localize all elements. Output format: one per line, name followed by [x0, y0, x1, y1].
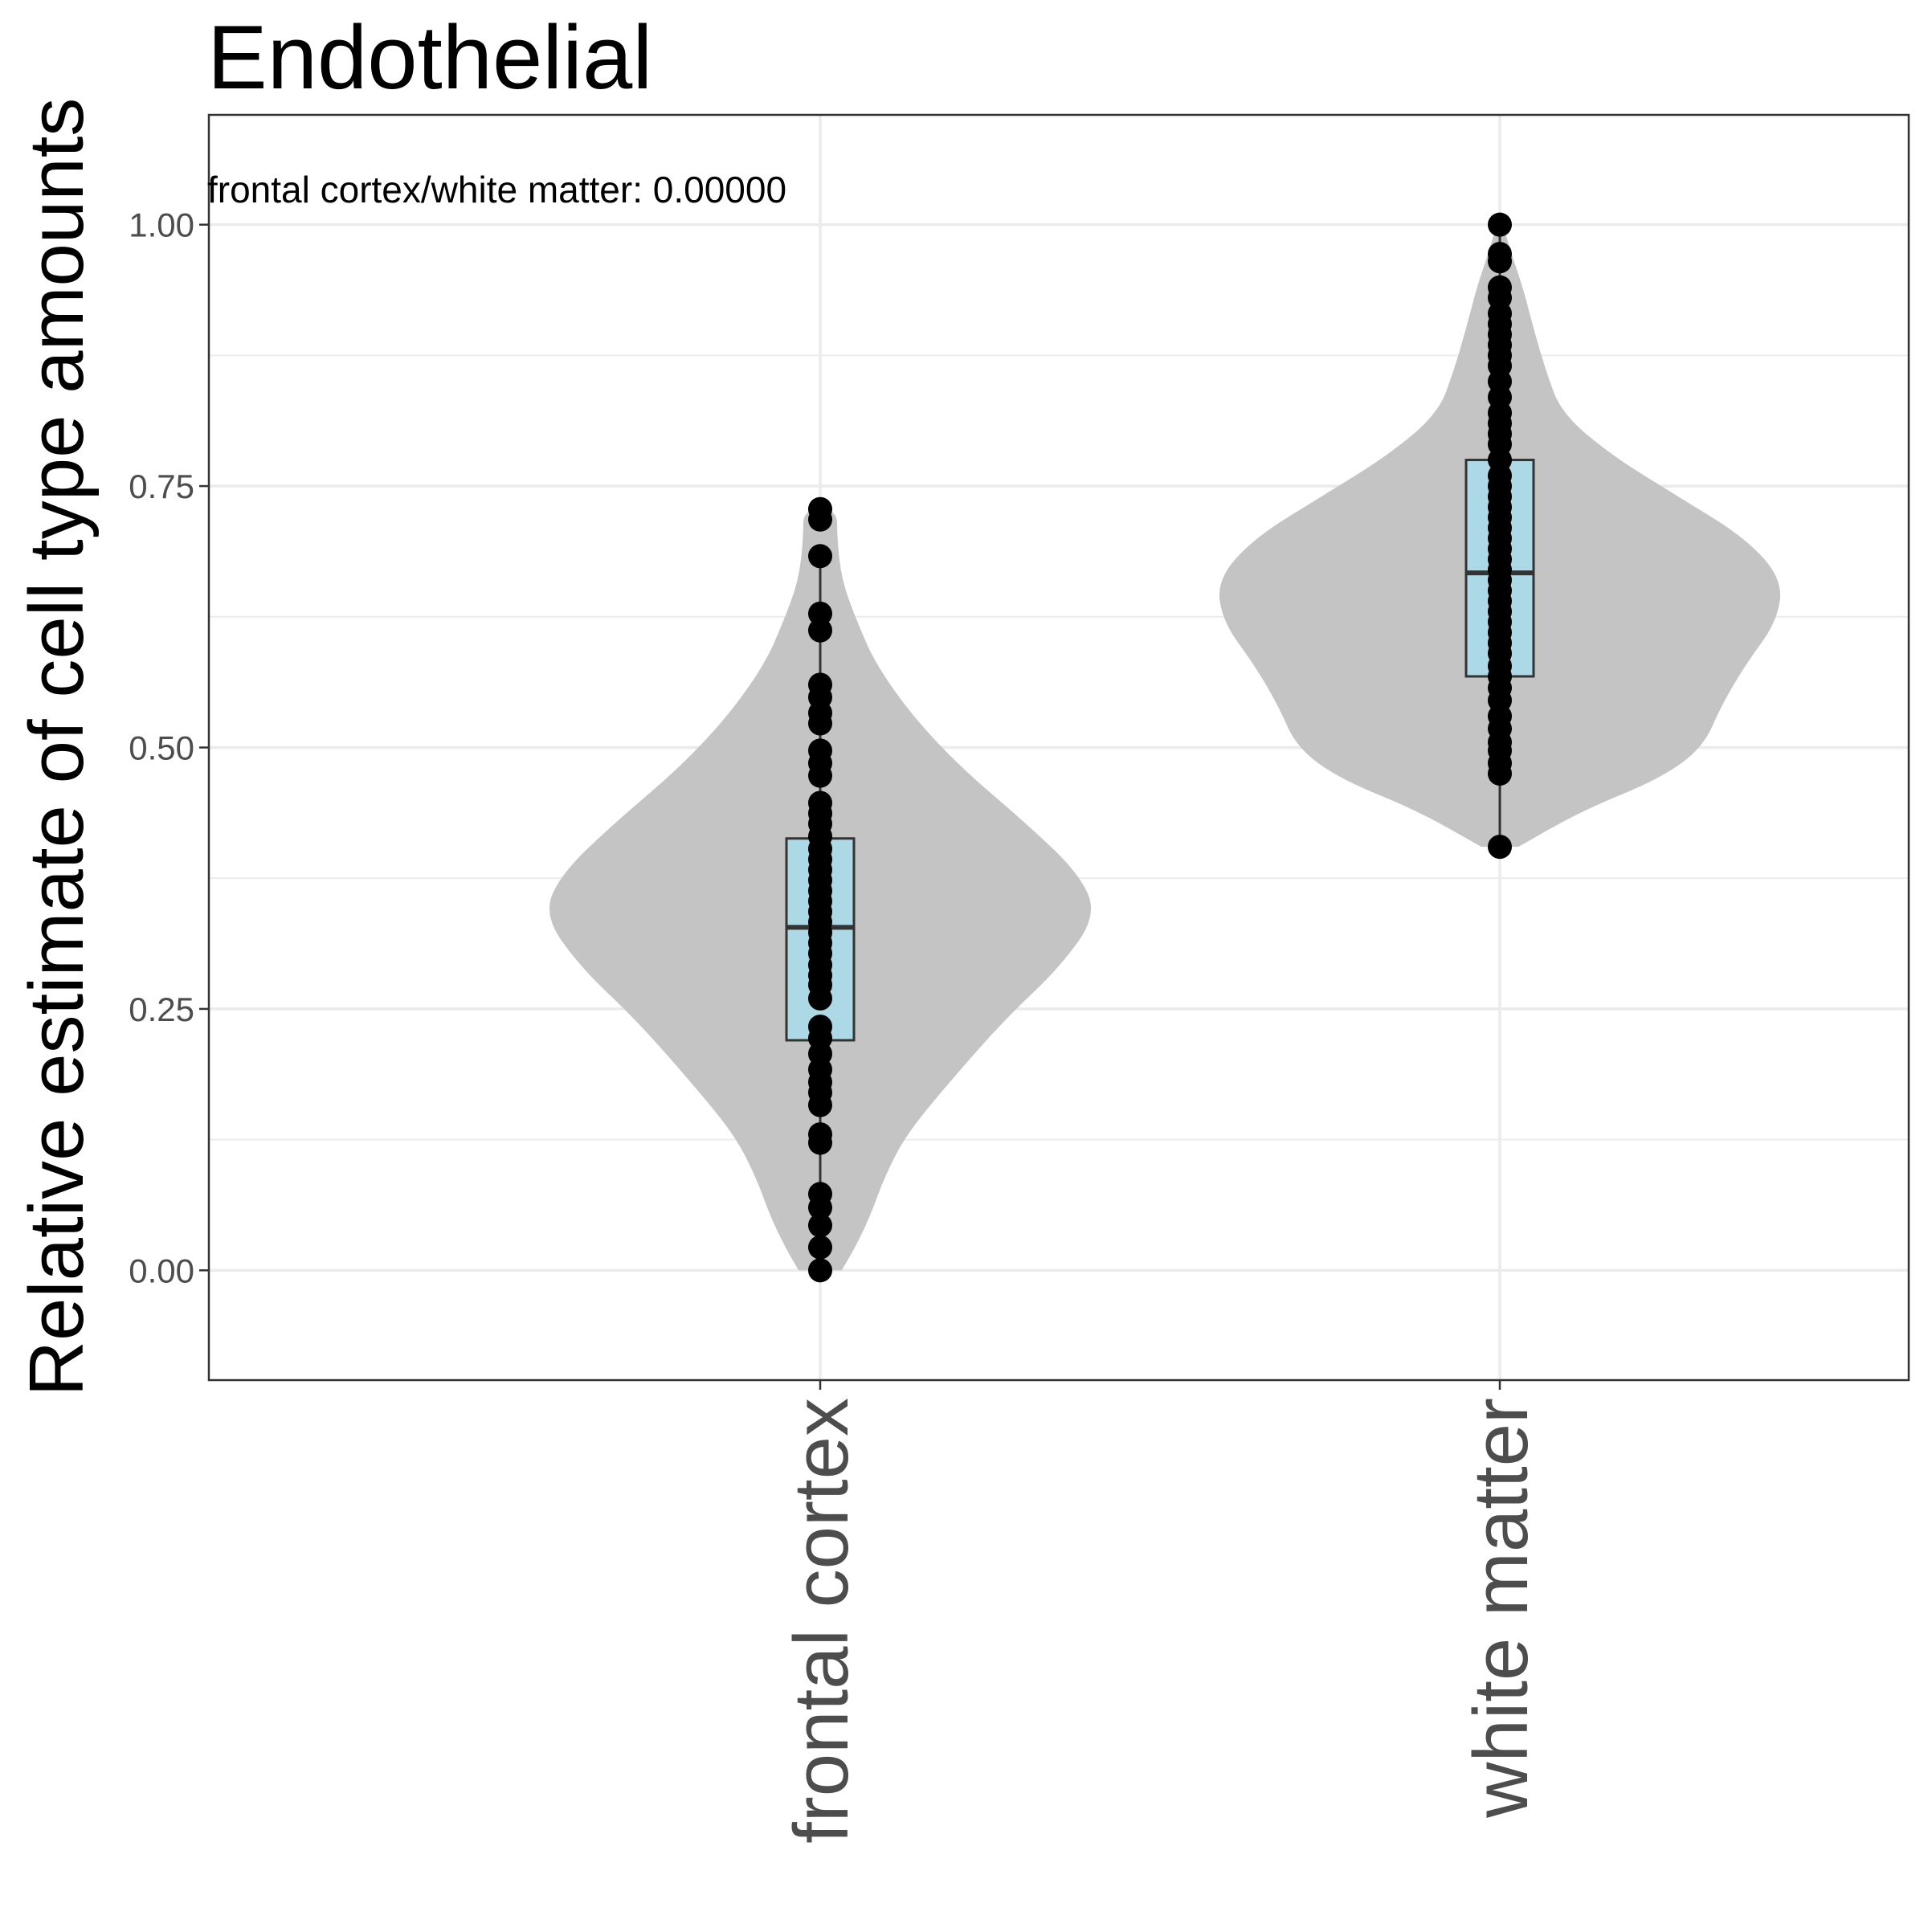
data-point — [808, 601, 832, 626]
data-point — [808, 496, 832, 521]
y-axis-label: Relative estimate of cell type amounts — [14, 98, 100, 1397]
y-tick-label: 0.25 — [129, 991, 194, 1028]
data-point — [808, 1213, 832, 1238]
chart-title: Endothelial — [207, 7, 652, 108]
data-point — [808, 1258, 832, 1283]
data-point — [808, 1122, 832, 1147]
data-points — [808, 212, 1512, 1283]
y-tick-label: 1.00 — [129, 206, 194, 244]
data-point — [808, 544, 832, 569]
data-point — [1488, 275, 1512, 300]
y-tick-label: 0.00 — [129, 1252, 194, 1289]
data-point — [808, 1182, 832, 1207]
data-point — [808, 618, 832, 643]
data-point — [808, 1015, 832, 1040]
x-tick-label: frontal cortex — [778, 1398, 864, 1844]
y-tick-label: 0.75 — [129, 468, 194, 505]
annotation-label: frontal cortex/white matter: 0.00000 — [207, 169, 786, 210]
data-point — [1488, 212, 1512, 237]
x-tick-label: white matter — [1458, 1398, 1544, 1819]
axes: 0.00 0.25 0.50 0.75 1.00 frontal cortex white … — [129, 206, 1544, 1844]
y-tick-label: 0.50 — [129, 729, 194, 767]
data-point — [808, 672, 832, 697]
data-point — [808, 790, 832, 815]
data-point — [808, 1235, 832, 1260]
data-point — [808, 738, 832, 763]
data-point — [1488, 835, 1512, 860]
data-point — [1488, 242, 1512, 267]
